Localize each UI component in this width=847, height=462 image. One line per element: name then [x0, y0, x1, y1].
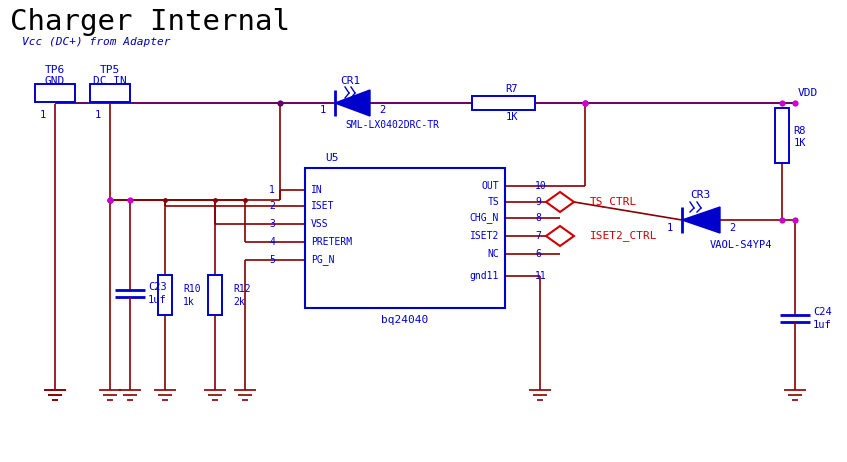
- Text: 3: 3: [269, 219, 275, 229]
- Text: CR3: CR3: [689, 190, 710, 200]
- Text: ISET2: ISET2: [469, 231, 499, 241]
- Text: 7: 7: [535, 231, 541, 241]
- Text: U5: U5: [325, 153, 339, 163]
- Text: 6: 6: [535, 249, 541, 259]
- Text: Charger Internal: Charger Internal: [10, 8, 290, 36]
- Text: CHG_N: CHG_N: [469, 213, 499, 224]
- Bar: [35, 84, 75, 102]
- Text: 11: 11: [535, 271, 547, 281]
- Text: C23: C23: [148, 282, 167, 292]
- Text: 2k: 2k: [233, 297, 245, 307]
- Text: 2: 2: [269, 201, 275, 211]
- Text: TS: TS: [487, 197, 499, 207]
- Text: VAOL-S4YP4: VAOL-S4YP4: [710, 240, 772, 250]
- Text: 2: 2: [729, 223, 735, 233]
- Bar: [90, 84, 130, 102]
- Text: SML-LX0402DRC-TR: SML-LX0402DRC-TR: [345, 120, 439, 130]
- Text: DC IN: DC IN: [93, 76, 127, 86]
- Text: R7: R7: [506, 84, 518, 94]
- Text: 1: 1: [269, 185, 275, 195]
- Bar: [472, 96, 535, 110]
- Text: gnd11: gnd11: [469, 271, 499, 281]
- Text: 1uf: 1uf: [148, 295, 167, 305]
- Text: 1uf: 1uf: [813, 320, 832, 330]
- Text: 1: 1: [667, 223, 673, 233]
- Text: 1: 1: [320, 105, 326, 115]
- Text: GND: GND: [45, 76, 65, 86]
- Text: R8: R8: [794, 126, 806, 135]
- Text: 1K: 1K: [506, 112, 518, 122]
- Text: 1k: 1k: [183, 297, 195, 307]
- Text: 1: 1: [40, 110, 46, 120]
- Text: 8: 8: [535, 213, 541, 223]
- Text: R12: R12: [233, 284, 251, 294]
- Text: PG_N: PG_N: [311, 255, 335, 266]
- Bar: [208, 275, 222, 315]
- Bar: [775, 108, 789, 163]
- Bar: [305, 168, 505, 308]
- Text: OUT: OUT: [481, 181, 499, 191]
- Text: 2: 2: [379, 105, 385, 115]
- Text: CR1: CR1: [340, 76, 360, 86]
- Text: bq24040: bq24040: [381, 315, 429, 325]
- Text: C24: C24: [813, 307, 832, 317]
- Text: ISET2_CTRL: ISET2_CTRL: [590, 231, 657, 242]
- Text: 10: 10: [535, 181, 547, 191]
- Text: 5: 5: [269, 255, 275, 265]
- Bar: [158, 275, 172, 315]
- Polygon shape: [335, 90, 370, 116]
- Text: R10: R10: [183, 284, 201, 294]
- Text: NC: NC: [487, 249, 499, 259]
- Text: TS_CTRL: TS_CTRL: [590, 196, 637, 207]
- Text: VDD: VDD: [798, 88, 818, 98]
- Text: 1: 1: [95, 110, 101, 120]
- Text: TP6: TP6: [45, 65, 65, 75]
- Text: ISET: ISET: [311, 201, 335, 211]
- Text: VSS: VSS: [311, 219, 329, 229]
- Text: IN: IN: [311, 185, 323, 195]
- Text: 1K: 1K: [794, 139, 806, 148]
- Text: 4: 4: [269, 237, 275, 247]
- Polygon shape: [682, 207, 720, 233]
- Text: TP5: TP5: [100, 65, 120, 75]
- Text: PRETERM: PRETERM: [311, 237, 352, 247]
- Text: 9: 9: [535, 197, 541, 207]
- Text: Vcc (DC+) from Adapter: Vcc (DC+) from Adapter: [22, 37, 170, 47]
